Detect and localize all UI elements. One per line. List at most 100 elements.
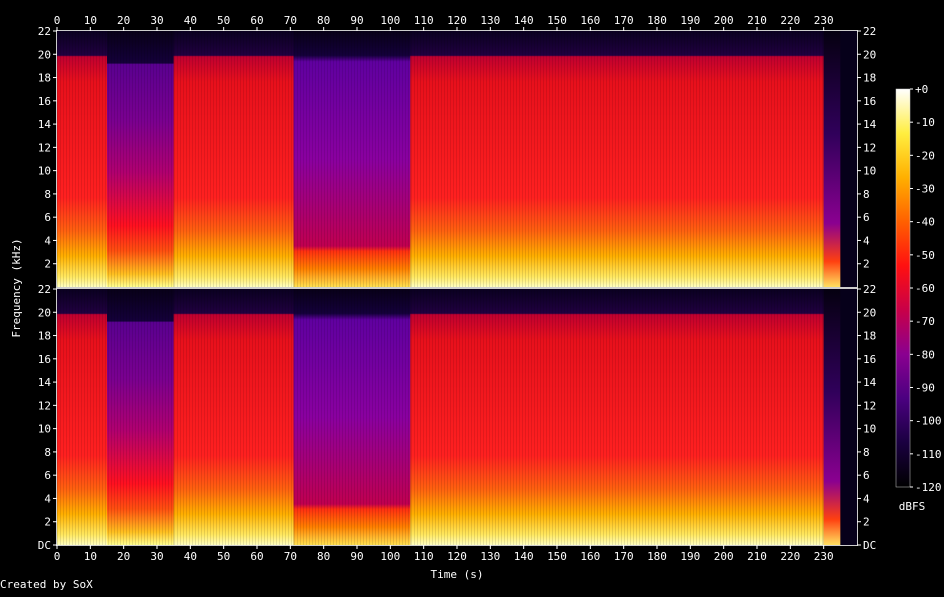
x-tick-label: 90 [350, 550, 363, 563]
x-tick-label: 150 [547, 14, 567, 27]
y-tick-label-right: 22 [863, 25, 876, 38]
x-tick-label: 110 [414, 14, 434, 27]
y-tick-label-left: 18 [38, 330, 51, 343]
y-tick-label-right: 18 [863, 330, 876, 343]
spectrogram-texture [57, 289, 824, 545]
x-tick-label: 170 [614, 14, 634, 27]
y-tick-label-right: 8 [863, 188, 870, 201]
x-tick-label: 230 [814, 550, 834, 563]
x-tick-label: 200 [714, 14, 734, 27]
y-tick-label-right: 14 [863, 376, 877, 389]
y-tick-label-right: 6 [863, 211, 870, 224]
y-tick-label-right: 12 [863, 141, 876, 154]
x-tick-label: 10 [84, 14, 97, 27]
x-tick-label: 80 [317, 550, 330, 563]
x-tick-label: 140 [514, 14, 534, 27]
x-tick-label: 100 [380, 550, 400, 563]
y-tick-label-left: 20 [38, 306, 51, 319]
x-tick-label: 120 [447, 550, 467, 563]
y-tick-label-right: 4 [863, 234, 870, 247]
colorbar-gradient [895, 88, 911, 488]
x-tick-label: 0 [54, 14, 61, 27]
x-tick-label: 20 [117, 14, 130, 27]
x-tick-label: 30 [150, 14, 163, 27]
y-tick-label-left: 10 [38, 165, 51, 178]
spectrogram-panels [57, 31, 857, 545]
colorbar-tick-label: -60 [915, 282, 935, 295]
x-axis-top: 0 10 20 30 40 50 60 70 80 90 100 110 120 130 140 150 160… [54, 14, 834, 31]
x-axis-bottom: 0 10 20 30 40 50 60 70 80 90 100 110 120 130 140 150 160… [54, 545, 834, 563]
x-tick-label: 160 [580, 14, 600, 27]
y-tick-label-left: 18 [38, 72, 51, 85]
y-tick-label-left: DC [38, 539, 51, 552]
spectrogram-texture [57, 31, 824, 287]
colorbar-ticks: +0 -10 -20 -30 -40 -50 -60 -70 -80 -90 -100 -110 -12… [910, 83, 942, 494]
y-tick-label-right: 16 [863, 95, 876, 108]
x-tick-label: 190 [680, 14, 700, 27]
x-tick-label: 220 [780, 550, 800, 563]
colorbar-tick-label: -40 [915, 216, 935, 229]
colorbar-tick-label: -120 [915, 481, 942, 494]
x-tick-label: 10 [84, 550, 97, 563]
y-tick-label-left: 16 [38, 353, 51, 366]
x-tick-label: 100 [380, 14, 400, 27]
colorbar-tick-label: -50 [915, 249, 935, 262]
y-tick-label-left: 16 [38, 95, 51, 108]
x-tick-label: 20 [117, 550, 130, 563]
x-tick-label: 210 [747, 14, 767, 27]
y-axis-label: Frequency (kHz) [10, 238, 23, 337]
x-axis-label: Time (s) [431, 568, 484, 581]
colorbar-label: dBFS [899, 500, 926, 513]
y-tick-label-left: 14 [38, 376, 52, 389]
y-tick-label-right: 20 [863, 306, 876, 319]
x-tick-label: 40 [184, 550, 197, 563]
y-tick-label-right: 4 [863, 492, 870, 505]
colorbar-tick-label: -20 [915, 149, 935, 162]
y-tick-label-left: 10 [38, 423, 51, 436]
y-tick-label-right: DC [863, 539, 876, 552]
x-tick-label: 220 [780, 14, 800, 27]
y-tick-label-left: 12 [38, 141, 51, 154]
y-tick-label-left: 22 [38, 283, 51, 296]
y-tick-label-left: 2 [44, 258, 51, 271]
y-tick-label-right: 10 [863, 165, 876, 178]
x-tick-label: 40 [184, 14, 197, 27]
y-tick-label-right: 10 [863, 423, 876, 436]
x-tick-label: 50 [217, 14, 230, 27]
x-tick-label: 200 [714, 550, 734, 563]
y-tick-label-right: 6 [863, 469, 870, 482]
colorbar-tick-label: -10 [915, 116, 935, 129]
y-tick-label-left: 8 [44, 188, 51, 201]
y-tick-label-left: 4 [44, 234, 51, 247]
y-tick-label-left: 6 [44, 469, 51, 482]
colorbar-tick-label: -100 [915, 415, 942, 428]
y-tick-label-left: 22 [38, 25, 51, 38]
x-tick-label: 170 [614, 550, 634, 563]
x-tick-label: 130 [480, 14, 500, 27]
x-tick-label: 50 [217, 550, 230, 563]
y-tick-label-right: 12 [863, 399, 876, 412]
y-tick-label-right: 8 [863, 446, 870, 459]
x-tick-label: 30 [150, 550, 163, 563]
x-tick-label: 70 [284, 550, 297, 563]
y-tick-label-right: 2 [863, 516, 870, 529]
credit-text: Created by SoX [0, 578, 93, 591]
y-tick-label-right: 16 [863, 353, 876, 366]
x-tick-label: 110 [414, 550, 434, 563]
y-tick-label-left: 14 [38, 118, 52, 131]
colorbar: +0 -10 -20 -30 -40 -50 -60 -70 -80 -90 -100 -110 -12… [895, 83, 942, 513]
colorbar-tick-label: -70 [915, 315, 935, 328]
x-tick-label: 0 [54, 550, 61, 563]
spectrogram-segment-top [823, 31, 841, 287]
x-tick-label: 210 [747, 550, 767, 563]
y-tick-label-right: 14 [863, 118, 877, 131]
spectrogram-segment-bottom [823, 289, 841, 545]
y-tick-label-left: 8 [44, 446, 51, 459]
x-tick-label: 130 [480, 550, 500, 563]
y-tick-label-left: 4 [44, 492, 51, 505]
x-tick-label: 80 [317, 14, 330, 27]
colorbar-tick-label: +0 [915, 83, 928, 96]
